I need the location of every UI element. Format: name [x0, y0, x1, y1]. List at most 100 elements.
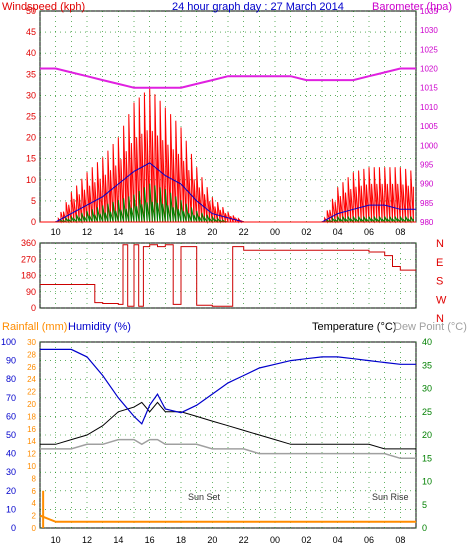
windspeed-tick-label: 0: [31, 217, 36, 227]
rainfall-tick-label: 8: [32, 474, 37, 483]
barometer-tick-label: 995: [420, 160, 434, 169]
x-tick-label-bottom: 08: [395, 535, 405, 545]
barometer-tick-label: 1035: [420, 7, 438, 16]
x-tick-label-top: 10: [51, 227, 61, 237]
temperature-series: [40, 401, 416, 450]
compass-label: N: [436, 313, 444, 325]
x-tick-label-top: 08: [395, 227, 405, 237]
barometer-tick-label: 1005: [420, 122, 438, 131]
rainfall-tick-label: 10: [27, 462, 36, 471]
barometer-tick-label: 1025: [420, 45, 438, 54]
temperature-tick-label: 5: [422, 500, 427, 510]
wind-direction-series: [40, 244, 416, 307]
rainfall-tick-label: 14: [27, 437, 36, 446]
temperature-tick-label: 15: [422, 453, 432, 463]
barometer-tick-label: 1015: [420, 84, 438, 93]
direction-tick-label: 180: [21, 271, 36, 281]
windspeed-tick-label: 5: [31, 196, 36, 206]
wind-gust-series: [40, 87, 414, 224]
direction-tick-label: 0: [31, 303, 36, 313]
rainfall-tick-label: 24: [27, 375, 36, 384]
x-tick-label-top: 20: [207, 227, 217, 237]
rainfall-tick-label: 6: [32, 487, 37, 496]
humidity-series: [40, 348, 416, 425]
direction-tick-label: 90: [26, 287, 36, 297]
x-tick-label-bottom: 16: [145, 535, 155, 545]
rainfall-tick-label: 26: [27, 363, 36, 372]
barometer-series: [40, 67, 416, 89]
humidity-tick-label: 40: [6, 449, 16, 459]
barometer-axis-title: Barometer (hpa): [372, 1, 452, 13]
humidity-tick-label: 60: [6, 411, 16, 421]
humidity-tick-label: 0: [11, 523, 16, 533]
humidity-tick-label: 30: [6, 467, 16, 477]
rainfall-tick-label: 30: [27, 338, 36, 347]
x-tick-label-top: 22: [239, 227, 249, 237]
barometer-tick-label: 985: [420, 199, 434, 208]
windspeed-tick-label: 50: [26, 6, 36, 16]
x-tick-label-bottom: 12: [82, 535, 92, 545]
temp-panel-frame: [39, 341, 417, 529]
wind-average-series: [40, 162, 416, 223]
barometer-tick-label: 1010: [420, 103, 438, 112]
humidity-tick-label: 10: [6, 504, 16, 514]
x-tick-label-top: 04: [333, 227, 343, 237]
x-tick-label-top: 12: [82, 227, 92, 237]
x-tick-label-bottom: 14: [113, 535, 123, 545]
temperature-tick-label: 40: [422, 337, 432, 347]
sun-rise-label: Sun Rise: [372, 492, 409, 502]
x-tick-label-bottom: 04: [333, 535, 343, 545]
x-tick-label-bottom: 00: [270, 535, 280, 545]
windspeed-tick-label: 20: [26, 133, 36, 143]
windspeed-tick-label: 15: [26, 154, 36, 164]
barometer-tick-label: 1030: [420, 26, 438, 35]
x-tick-label-top: 18: [176, 227, 186, 237]
direction-tick-label: 270: [21, 254, 36, 264]
x-tick-label-bottom: 10: [51, 535, 61, 545]
windspeed-tick-label: 40: [26, 48, 36, 58]
windspeed-tick-label: 45: [26, 27, 36, 37]
x-tick-label-bottom: 18: [176, 535, 186, 545]
x-tick-label-bottom: 20: [207, 535, 217, 545]
windspeed-tick-label: 35: [26, 69, 36, 79]
humidity-tick-label: 20: [6, 486, 16, 496]
rainfall-tick-label: 16: [27, 425, 36, 434]
x-tick-label-top: 14: [113, 227, 123, 237]
wind-low-series: [40, 183, 414, 224]
humidity-axis-title: Humidity (%): [68, 321, 131, 333]
rainfall-tick-label: 22: [27, 388, 36, 397]
barometer-tick-label: 990: [420, 180, 434, 189]
barometer-tick-label: 1020: [420, 65, 438, 74]
rainfall-tick-label: 0: [32, 524, 37, 533]
x-tick-label-top: 00: [270, 227, 280, 237]
x-tick-label-top: 16: [145, 227, 155, 237]
windspeed-tick-label: 25: [26, 112, 36, 122]
compass-label: N: [436, 238, 444, 250]
compass-label: S: [436, 276, 443, 288]
x-tick-label-top: 06: [364, 227, 374, 237]
windspeed-axis-title: Windspeed (kph): [2, 1, 85, 13]
direction-tick-label: 360: [21, 238, 36, 248]
x-tick-label-top: 02: [301, 227, 311, 237]
chart-title: 24 hour graph day : 27 March 2014: [172, 1, 344, 13]
humidity-tick-label: 70: [6, 393, 16, 403]
humidity-tick-label: 50: [6, 430, 16, 440]
temperature-tick-label: 25: [422, 407, 432, 417]
rainfall-series: [39, 514, 416, 523]
barometer-tick-label: 980: [420, 218, 434, 227]
rainfall-axis-title: Rainfall (mm): [2, 321, 67, 333]
barometer-tick-label: 1000: [420, 141, 438, 150]
temperature-tick-label: 20: [422, 430, 432, 440]
rainfall-tick-label: 18: [27, 412, 36, 421]
windspeed-tick-label: 10: [26, 175, 36, 185]
compass-label: W: [436, 294, 447, 306]
x-tick-label-bottom: 06: [364, 535, 374, 545]
rainfall-tick-label: 28: [27, 350, 36, 359]
rainfall-tick-label: 12: [27, 450, 36, 459]
temperature-tick-label: 35: [422, 360, 432, 370]
compass-label: E: [436, 257, 443, 269]
humidity-tick-label: 100: [1, 337, 16, 347]
rainfall-tick-label: 20: [27, 400, 36, 409]
rainfall-tick-label: 4: [32, 499, 37, 508]
